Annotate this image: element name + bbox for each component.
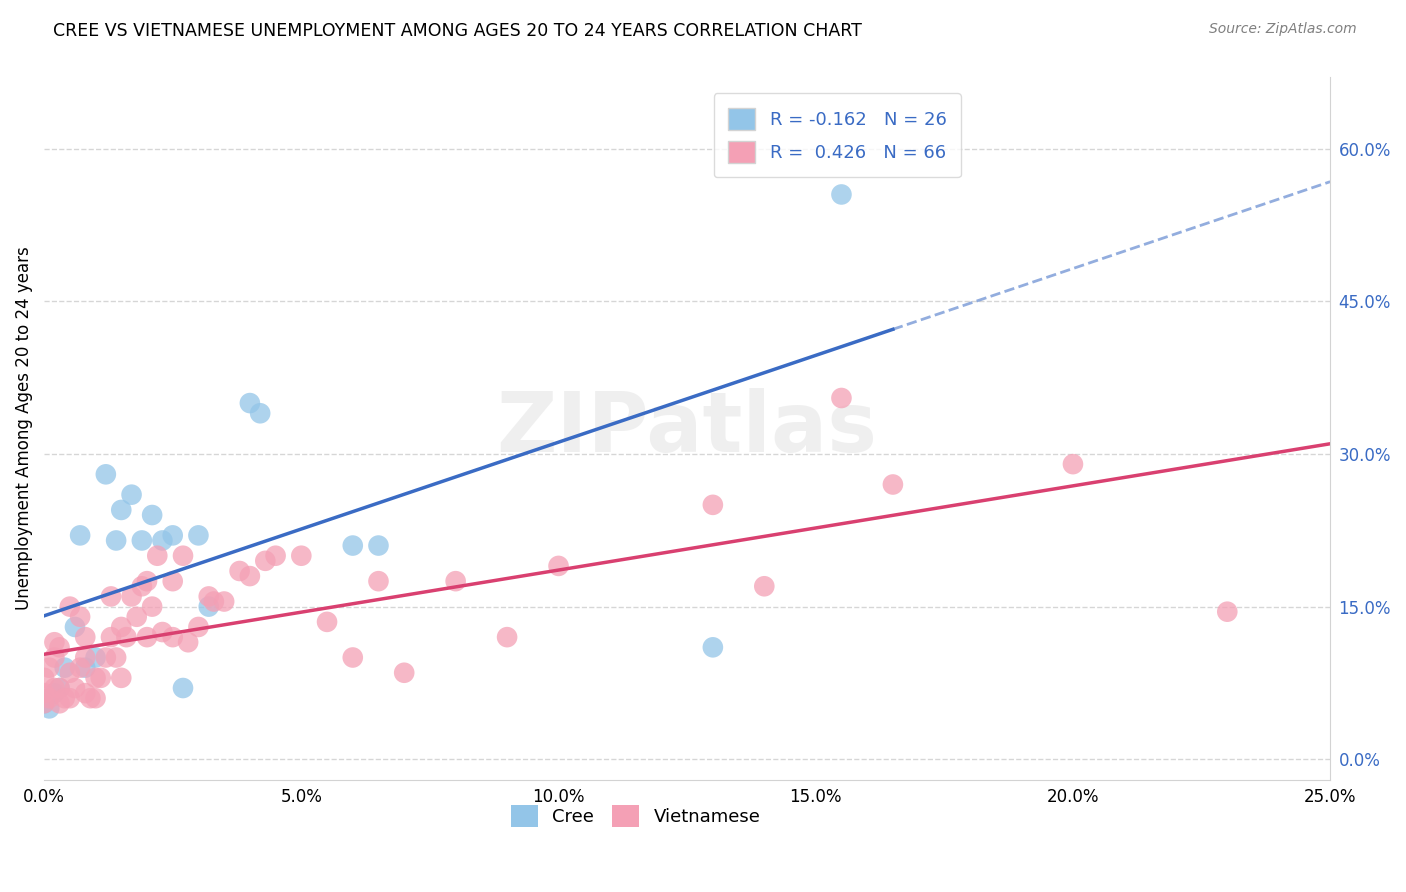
Point: [136, 630, 159, 644]
Point: [187, 528, 209, 542]
Point: [830, 391, 852, 405]
Point: [121, 590, 143, 604]
Point: [754, 579, 776, 593]
Point: [162, 528, 184, 542]
Point: [264, 549, 287, 563]
Point: [136, 574, 159, 589]
Point: [59, 691, 82, 706]
Point: [90, 671, 112, 685]
Point: [75, 661, 97, 675]
Point: [254, 554, 277, 568]
Point: [32, 686, 55, 700]
Point: [53, 691, 76, 706]
Point: [94, 650, 117, 665]
Point: [32, 671, 55, 685]
Point: [830, 187, 852, 202]
Point: [367, 574, 389, 589]
Point: [63, 620, 86, 634]
Point: [63, 681, 86, 695]
Point: [44, 635, 66, 649]
Point: [44, 681, 66, 695]
Point: [162, 574, 184, 589]
Point: [290, 549, 312, 563]
Text: CREE VS VIETNAMESE UNEMPLOYMENT AMONG AGES 20 TO 24 YEARS CORRELATION CHART: CREE VS VIETNAMESE UNEMPLOYMENT AMONG AG…: [53, 22, 862, 40]
Point: [53, 661, 76, 675]
Point: [84, 691, 107, 706]
Point: [75, 686, 97, 700]
Point: [239, 396, 262, 410]
Text: ZIPatlas: ZIPatlas: [496, 388, 877, 469]
Point: [444, 574, 467, 589]
Point: [197, 599, 219, 614]
Point: [115, 630, 138, 644]
Text: Source: ZipAtlas.com: Source: ZipAtlas.com: [1209, 22, 1357, 37]
Point: [316, 615, 339, 629]
Point: [141, 599, 163, 614]
Point: [59, 665, 82, 680]
Point: [131, 579, 153, 593]
Point: [75, 630, 97, 644]
Point: [105, 533, 128, 548]
Point: [125, 609, 148, 624]
Point: [44, 650, 66, 665]
Point: [100, 630, 122, 644]
Point: [152, 533, 174, 548]
Point: [702, 640, 724, 655]
Point: [212, 594, 235, 608]
Point: [69, 528, 91, 542]
Point: [32, 696, 55, 710]
Point: [197, 590, 219, 604]
Point: [239, 569, 262, 583]
Point: [79, 691, 101, 706]
Point: [38, 701, 60, 715]
Point: [105, 650, 128, 665]
Point: [69, 609, 91, 624]
Point: [146, 549, 169, 563]
Point: [38, 661, 60, 675]
Point: [100, 590, 122, 604]
Point: [110, 503, 132, 517]
Point: [59, 599, 82, 614]
Point: [110, 671, 132, 685]
Point: [172, 681, 194, 695]
Point: [187, 620, 209, 634]
Point: [496, 630, 519, 644]
Point: [228, 564, 250, 578]
Point: [131, 533, 153, 548]
Point: [1216, 605, 1239, 619]
Point: [547, 558, 569, 573]
Point: [32, 696, 55, 710]
Point: [141, 508, 163, 522]
Point: [38, 691, 60, 706]
Point: [152, 625, 174, 640]
Point: [342, 650, 364, 665]
Point: [392, 665, 415, 680]
Point: [367, 539, 389, 553]
Point: [84, 650, 107, 665]
Point: [172, 549, 194, 563]
Point: [48, 681, 70, 695]
Point: [1062, 457, 1084, 471]
Point: [702, 498, 724, 512]
Point: [110, 620, 132, 634]
Point: [94, 467, 117, 482]
Point: [69, 661, 91, 675]
Point: [121, 488, 143, 502]
Point: [48, 640, 70, 655]
Y-axis label: Unemployment Among Ages 20 to 24 years: Unemployment Among Ages 20 to 24 years: [15, 247, 32, 610]
Point: [177, 635, 200, 649]
Point: [44, 686, 66, 700]
Point: [48, 696, 70, 710]
Point: [882, 477, 904, 491]
Point: [84, 671, 107, 685]
Point: [48, 681, 70, 695]
Point: [162, 630, 184, 644]
Legend: Cree, Vietnamese: Cree, Vietnamese: [503, 797, 768, 834]
Point: [75, 650, 97, 665]
Point: [249, 406, 271, 420]
Point: [342, 539, 364, 553]
Point: [202, 594, 225, 608]
